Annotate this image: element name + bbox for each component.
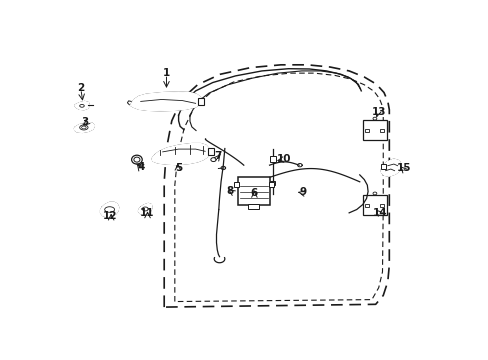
Text: 12: 12 xyxy=(103,211,118,221)
FancyBboxPatch shape xyxy=(380,204,383,207)
Polygon shape xyxy=(75,102,89,110)
Polygon shape xyxy=(138,203,152,215)
Text: 7: 7 xyxy=(214,151,222,161)
Ellipse shape xyxy=(81,126,86,129)
FancyBboxPatch shape xyxy=(208,148,213,155)
Polygon shape xyxy=(380,159,401,176)
Text: 15: 15 xyxy=(396,163,410,174)
Ellipse shape xyxy=(372,117,376,120)
FancyBboxPatch shape xyxy=(197,98,204,105)
Polygon shape xyxy=(130,92,201,111)
FancyBboxPatch shape xyxy=(233,183,239,187)
Polygon shape xyxy=(74,122,94,132)
Ellipse shape xyxy=(372,192,376,195)
Text: 3: 3 xyxy=(81,117,88,127)
Text: 10: 10 xyxy=(276,154,291,164)
Text: 11: 11 xyxy=(140,208,155,218)
FancyBboxPatch shape xyxy=(237,177,270,205)
FancyBboxPatch shape xyxy=(362,194,386,215)
FancyBboxPatch shape xyxy=(269,156,275,162)
FancyBboxPatch shape xyxy=(270,181,274,185)
Text: 2: 2 xyxy=(77,83,84,93)
Text: 9: 9 xyxy=(299,187,306,197)
FancyBboxPatch shape xyxy=(380,164,385,169)
Text: 14: 14 xyxy=(372,208,387,218)
Ellipse shape xyxy=(80,125,88,130)
FancyBboxPatch shape xyxy=(247,204,259,209)
Ellipse shape xyxy=(131,155,142,164)
Text: 13: 13 xyxy=(371,107,385,117)
Ellipse shape xyxy=(104,207,114,212)
Text: 8: 8 xyxy=(225,186,233,196)
Text: 4: 4 xyxy=(137,162,144,172)
FancyBboxPatch shape xyxy=(268,183,274,187)
Text: 5: 5 xyxy=(175,163,182,174)
Polygon shape xyxy=(101,202,119,217)
Ellipse shape xyxy=(134,157,140,162)
Text: 6: 6 xyxy=(250,188,258,198)
Ellipse shape xyxy=(80,104,84,107)
Text: 1: 1 xyxy=(163,68,170,78)
Polygon shape xyxy=(152,144,209,165)
FancyBboxPatch shape xyxy=(380,129,383,132)
Ellipse shape xyxy=(142,207,148,211)
FancyBboxPatch shape xyxy=(365,204,368,207)
FancyBboxPatch shape xyxy=(362,120,386,140)
FancyBboxPatch shape xyxy=(365,129,368,132)
